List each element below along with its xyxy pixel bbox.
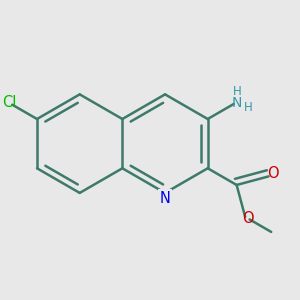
Text: Cl: Cl bbox=[2, 95, 17, 110]
Text: O: O bbox=[268, 167, 279, 182]
Text: H: H bbox=[233, 85, 242, 98]
Text: N: N bbox=[160, 190, 170, 206]
Text: H: H bbox=[244, 100, 252, 114]
Text: O: O bbox=[242, 211, 254, 226]
Text: N: N bbox=[232, 96, 242, 110]
